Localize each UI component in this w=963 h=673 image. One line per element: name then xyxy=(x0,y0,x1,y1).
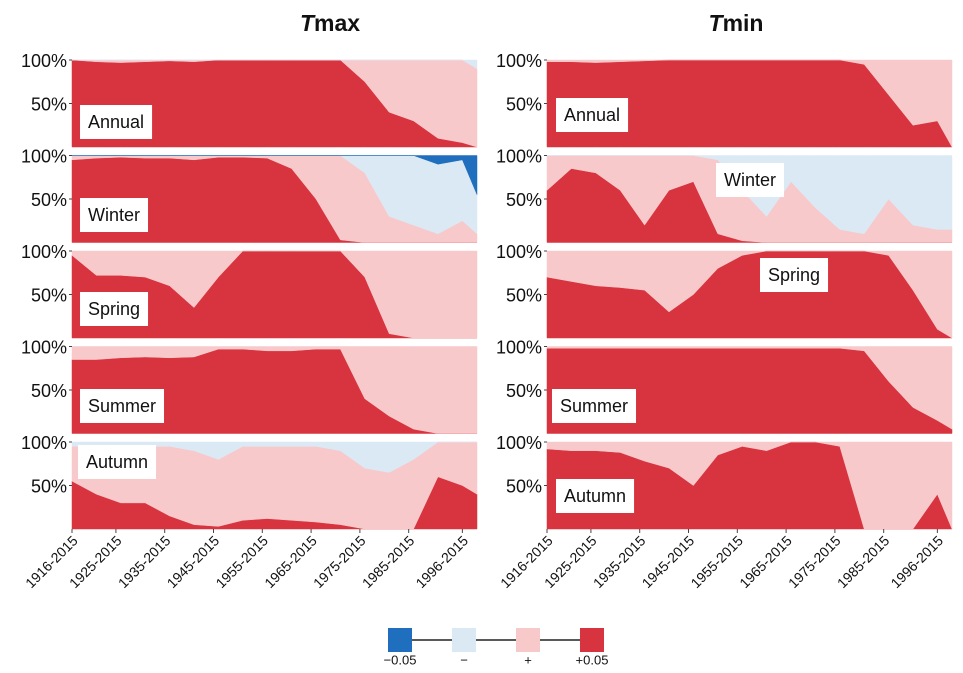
x-tick-label: 1996-2015 xyxy=(412,532,471,591)
y-tick-label: 100% xyxy=(21,337,67,357)
y-tick-label: 100% xyxy=(496,146,542,166)
y-tick-label: 100% xyxy=(21,146,67,166)
y-tick-label: 100% xyxy=(496,51,542,71)
y-tick-label: 50% xyxy=(506,476,542,496)
legend-label: − xyxy=(460,652,468,667)
area xyxy=(72,59,478,70)
y-tick-label: 100% xyxy=(21,51,67,71)
panel-label: Annual xyxy=(556,98,629,132)
area xyxy=(546,441,953,530)
legend-swatch xyxy=(516,628,540,652)
panel-label-box xyxy=(80,105,153,139)
column-title: Tmax xyxy=(299,10,361,36)
panel-label-text: Winter xyxy=(88,205,140,225)
panel-label-text: Summer xyxy=(560,396,628,416)
y-tick-label: 100% xyxy=(496,242,542,262)
legend-swatch xyxy=(452,628,476,652)
legend-swatch xyxy=(388,628,412,652)
legend-swatch xyxy=(580,628,604,652)
panel-label-text: Autumn xyxy=(86,452,148,472)
y-tick-label: 100% xyxy=(21,242,67,262)
panel-label-box xyxy=(716,163,785,197)
panel-label-box xyxy=(80,389,165,423)
legend-label: +0.05 xyxy=(576,652,609,667)
y-tick-label: 50% xyxy=(31,94,67,114)
panel-label: Spring xyxy=(760,258,829,292)
panel-label-box xyxy=(552,389,637,423)
panel-label: Annual xyxy=(80,105,153,139)
panel-label: Summer xyxy=(80,389,165,423)
y-tick-label: 50% xyxy=(506,381,542,401)
panel-label-text: Annual xyxy=(88,112,144,132)
panel-label-text: Spring xyxy=(768,265,820,285)
y-tick-label: 100% xyxy=(496,433,542,453)
panel-label: Summer xyxy=(552,389,637,423)
panel-label-text: Autumn xyxy=(564,486,626,506)
x-tick-label: 1996-2015 xyxy=(887,532,946,591)
area xyxy=(546,346,953,430)
column-title: Tmin xyxy=(708,10,764,36)
y-tick-label: 50% xyxy=(506,94,542,114)
y-tick-label: 50% xyxy=(31,190,67,210)
area xyxy=(546,59,953,148)
y-tick-label: 100% xyxy=(496,337,542,357)
area xyxy=(546,250,953,339)
y-tick-label: 50% xyxy=(31,381,67,401)
panel-label-box xyxy=(556,479,635,513)
y-tick-label: 50% xyxy=(31,285,67,305)
panel-label-box xyxy=(556,98,629,132)
panel-label-box xyxy=(760,258,829,292)
y-tick-label: 100% xyxy=(21,433,67,453)
x-tick-label: 1985-2015 xyxy=(834,532,893,591)
y-tick-label: 50% xyxy=(506,190,542,210)
panel-label-text: Annual xyxy=(564,105,620,125)
area xyxy=(71,346,478,434)
legend-label: + xyxy=(524,652,532,667)
panel-label-box xyxy=(78,445,157,479)
area xyxy=(71,441,477,473)
panel-label-text: Winter xyxy=(724,170,776,190)
panel-label: Winter xyxy=(80,198,149,232)
panel-label: Autumn xyxy=(556,479,635,513)
x-tick-label: 1985-2015 xyxy=(359,532,418,591)
panel-label: Autumn xyxy=(78,445,157,479)
legend-label: −0.05 xyxy=(384,652,417,667)
panel-label-box xyxy=(80,198,149,232)
y-tick-label: 50% xyxy=(31,476,67,496)
panel-label: Winter xyxy=(716,163,785,197)
panel-label-box xyxy=(80,292,149,326)
area xyxy=(72,155,478,195)
area xyxy=(71,250,478,339)
y-tick-label: 50% xyxy=(506,285,542,305)
panel-label-text: Summer xyxy=(88,396,156,416)
panel-label: Spring xyxy=(80,292,149,326)
panel-label-text: Spring xyxy=(88,299,140,319)
